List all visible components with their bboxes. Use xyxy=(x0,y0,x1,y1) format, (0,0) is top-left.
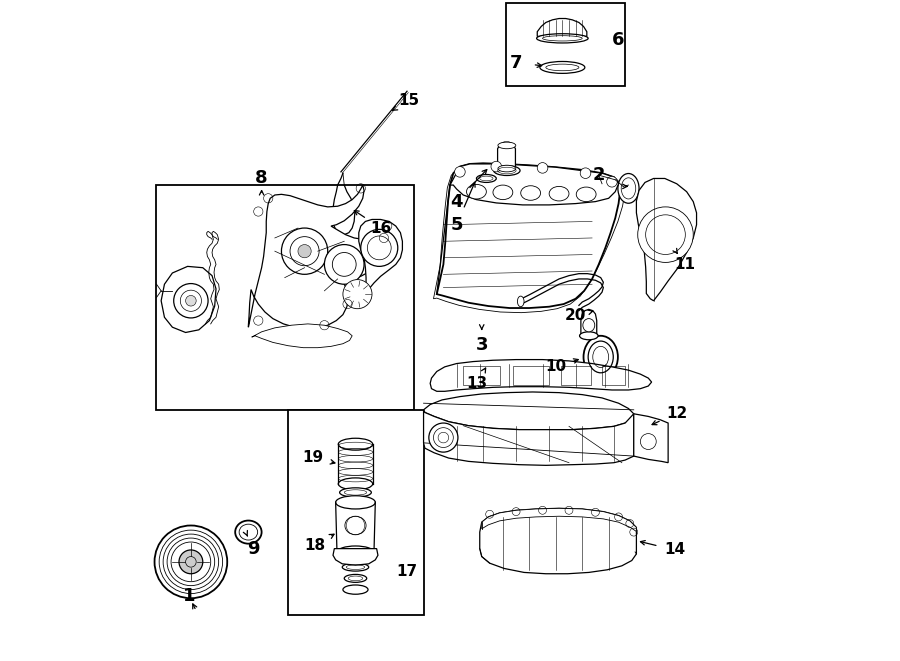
Ellipse shape xyxy=(338,546,374,558)
Bar xyxy=(602,366,626,385)
Ellipse shape xyxy=(580,332,598,340)
Polygon shape xyxy=(580,309,597,334)
Ellipse shape xyxy=(343,585,368,594)
Text: 14: 14 xyxy=(664,543,685,557)
Circle shape xyxy=(454,167,465,177)
Ellipse shape xyxy=(618,174,639,204)
Ellipse shape xyxy=(476,175,496,182)
Circle shape xyxy=(171,542,211,582)
Polygon shape xyxy=(636,178,697,301)
Polygon shape xyxy=(248,185,394,329)
Polygon shape xyxy=(480,508,636,574)
Polygon shape xyxy=(424,392,634,430)
Circle shape xyxy=(179,550,203,574)
Text: 1: 1 xyxy=(183,587,195,605)
Text: 2: 2 xyxy=(592,166,605,184)
Circle shape xyxy=(185,295,196,306)
Polygon shape xyxy=(537,19,587,36)
Ellipse shape xyxy=(498,165,516,172)
Circle shape xyxy=(343,280,372,309)
Polygon shape xyxy=(424,410,634,465)
Text: 19: 19 xyxy=(302,450,324,465)
Text: 3: 3 xyxy=(475,336,488,354)
Text: 7: 7 xyxy=(509,54,522,72)
Ellipse shape xyxy=(498,142,516,149)
Text: 20: 20 xyxy=(565,309,586,323)
Polygon shape xyxy=(430,360,652,391)
Ellipse shape xyxy=(345,516,366,535)
Text: 5: 5 xyxy=(450,215,463,234)
Circle shape xyxy=(174,284,208,318)
Bar xyxy=(561,366,590,385)
Text: 16: 16 xyxy=(370,221,392,235)
Ellipse shape xyxy=(336,496,375,509)
Circle shape xyxy=(298,245,311,258)
Text: 15: 15 xyxy=(399,93,419,108)
Text: 4: 4 xyxy=(450,192,463,211)
Ellipse shape xyxy=(493,166,520,175)
Ellipse shape xyxy=(583,319,595,332)
Ellipse shape xyxy=(583,336,618,378)
Circle shape xyxy=(491,161,501,172)
Polygon shape xyxy=(482,508,636,531)
Ellipse shape xyxy=(466,184,486,199)
Polygon shape xyxy=(450,164,618,205)
Polygon shape xyxy=(252,324,352,348)
Polygon shape xyxy=(333,549,378,565)
Ellipse shape xyxy=(549,186,569,201)
Ellipse shape xyxy=(576,187,596,202)
Ellipse shape xyxy=(521,186,541,200)
Ellipse shape xyxy=(536,34,588,43)
Polygon shape xyxy=(359,219,402,291)
Text: 6: 6 xyxy=(612,30,625,49)
Ellipse shape xyxy=(493,185,513,200)
Bar xyxy=(156,185,414,410)
Text: 8: 8 xyxy=(256,169,268,188)
Circle shape xyxy=(428,423,458,452)
Text: 9: 9 xyxy=(247,539,259,558)
Text: 12: 12 xyxy=(666,406,688,420)
Circle shape xyxy=(638,207,693,262)
Circle shape xyxy=(607,176,617,187)
Polygon shape xyxy=(436,163,620,308)
Ellipse shape xyxy=(518,296,524,307)
Ellipse shape xyxy=(235,521,262,543)
Ellipse shape xyxy=(344,574,366,582)
Circle shape xyxy=(324,245,365,284)
Bar xyxy=(506,3,626,86)
Circle shape xyxy=(580,168,590,178)
Bar xyxy=(464,366,500,385)
Circle shape xyxy=(537,163,548,173)
Text: 18: 18 xyxy=(304,538,326,553)
Polygon shape xyxy=(634,414,668,463)
Text: 10: 10 xyxy=(545,360,566,374)
Polygon shape xyxy=(498,142,516,169)
Text: 17: 17 xyxy=(397,564,418,579)
Ellipse shape xyxy=(338,438,373,450)
Ellipse shape xyxy=(338,478,373,490)
Circle shape xyxy=(155,525,227,598)
Ellipse shape xyxy=(342,563,369,571)
Ellipse shape xyxy=(339,488,372,497)
Text: 11: 11 xyxy=(674,257,695,272)
Circle shape xyxy=(361,229,398,266)
Bar xyxy=(288,410,424,615)
Circle shape xyxy=(282,228,328,274)
Text: 13: 13 xyxy=(466,376,487,391)
Polygon shape xyxy=(161,266,216,332)
Bar xyxy=(513,366,549,385)
Ellipse shape xyxy=(540,61,585,73)
Circle shape xyxy=(641,434,656,449)
